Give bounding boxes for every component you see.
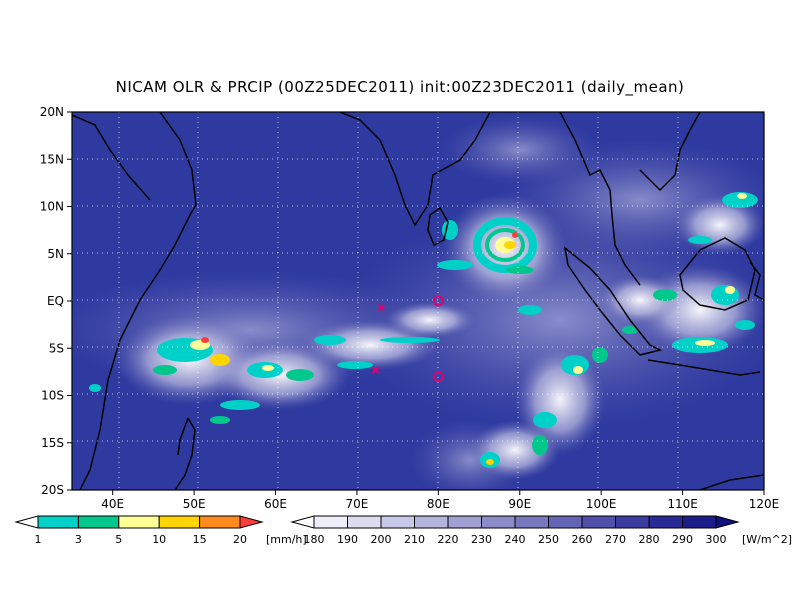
colorbar-swatch: [118, 515, 160, 529]
colorbar-swatch: [581, 515, 616, 529]
precip-colorbar: 1 3 5 10 15 20 [mm/h]: [14, 515, 307, 546]
colorbar-swatch: [514, 515, 549, 529]
lat-tick-label: 5S: [49, 341, 64, 355]
colorbar-tick-label: 20: [233, 533, 247, 546]
colorbar-tick-label: 220: [438, 533, 459, 546]
colorbar-swatch: [313, 515, 348, 529]
x-marker: [377, 303, 386, 312]
colorbar-swatch: [290, 515, 315, 529]
colorbar-tick-label: 300: [706, 533, 727, 546]
lat-tick-label: 15N: [40, 152, 64, 166]
colorbar-tick-label: 190: [337, 533, 358, 546]
lat-axis: 20N 15N 10N 5N EQ 5S 10S 15S 20S: [40, 105, 72, 497]
lon-tick-label: 110E: [667, 497, 698, 511]
colorbar-tick-label: 240: [505, 533, 526, 546]
lon-tick-label: 80E: [427, 497, 450, 511]
lat-tick-label: 15S: [41, 436, 64, 450]
colorbar-swatch: [14, 515, 39, 529]
lon-tick-label: 100E: [586, 497, 617, 511]
colorbar-tick-label: 260: [572, 533, 593, 546]
colorbar-swatch: [77, 515, 120, 529]
colorbar-unit: [W/m^2]: [742, 533, 792, 546]
circle-marker: [432, 295, 444, 307]
colorbar-tick-label: 200: [371, 533, 392, 546]
x-marker: [371, 366, 380, 374]
lon-axis: 40E 50E 60E 70E 80E 90E 100E 110E 120E: [101, 490, 779, 511]
lat-tick-label: 20S: [41, 483, 64, 497]
colorbar-swatch: [682, 515, 717, 529]
colorbar-tick-label: 5: [115, 533, 122, 546]
colorbar-swatch: [158, 515, 201, 529]
colorbar-swatch: [380, 515, 415, 529]
markers: [371, 295, 444, 383]
olr-field: [72, 112, 764, 490]
colorbar-unit: [mm/h]: [266, 533, 307, 546]
colorbar-tick-label: 290: [672, 533, 693, 546]
lon-tick-label: 120E: [749, 497, 780, 511]
colorbar-swatch: [239, 515, 264, 529]
lon-tick-label: 90E: [508, 497, 531, 511]
colorbar-tick-label: 250: [538, 533, 559, 546]
lon-tick-label: 40E: [101, 497, 124, 511]
colorbar-tick-label: 210: [404, 533, 425, 546]
lon-tick-label: 60E: [264, 497, 287, 511]
colorbar-tick-label: 15: [193, 533, 207, 546]
colorbar-tick-label: 10: [152, 533, 166, 546]
colorbar-tick-label: 280: [639, 533, 660, 546]
colorbar-tick-label: 270: [605, 533, 626, 546]
colorbar-swatch: [548, 515, 583, 529]
lat-tick-label: 5N: [47, 247, 64, 261]
coastlines: [72, 112, 764, 490]
lat-tick-label: EQ: [47, 294, 64, 308]
colorbar-swatch: [648, 515, 683, 529]
colorbar-tick-label: 3: [75, 533, 82, 546]
olr-colorbar: 180 190 200 210 220 230 240 250 260 270 280 290 300 […: [290, 515, 792, 546]
circle-marker: [432, 371, 444, 383]
lat-tick-label: 10N: [40, 200, 64, 214]
colorbar-tick-label: 230: [471, 533, 492, 546]
colorbar-tick-label: 180: [304, 533, 325, 546]
lon-tick-label: 50E: [183, 497, 206, 511]
lon-tick-label: 70E: [346, 497, 369, 511]
colorbar-swatch: [37, 515, 79, 529]
colorbar-swatch: [199, 515, 241, 529]
lat-tick-label: 10S: [41, 389, 64, 403]
colorbar-swatch: [481, 515, 516, 529]
colorbar-swatch: [347, 515, 382, 529]
colorbar-swatch: [615, 515, 650, 529]
colorbar-tick-label: 1: [35, 533, 42, 546]
map-title: NICAM OLR & PRCIP (00Z25DEC2011) init:00…: [115, 78, 685, 96]
colorbar-swatch: [414, 515, 449, 529]
lat-tick-label: 20N: [40, 105, 64, 119]
colorbar-swatch: [715, 515, 740, 529]
precip-areas: [89, 192, 758, 468]
grid: [72, 112, 764, 490]
colorbar-swatch: [447, 515, 482, 529]
